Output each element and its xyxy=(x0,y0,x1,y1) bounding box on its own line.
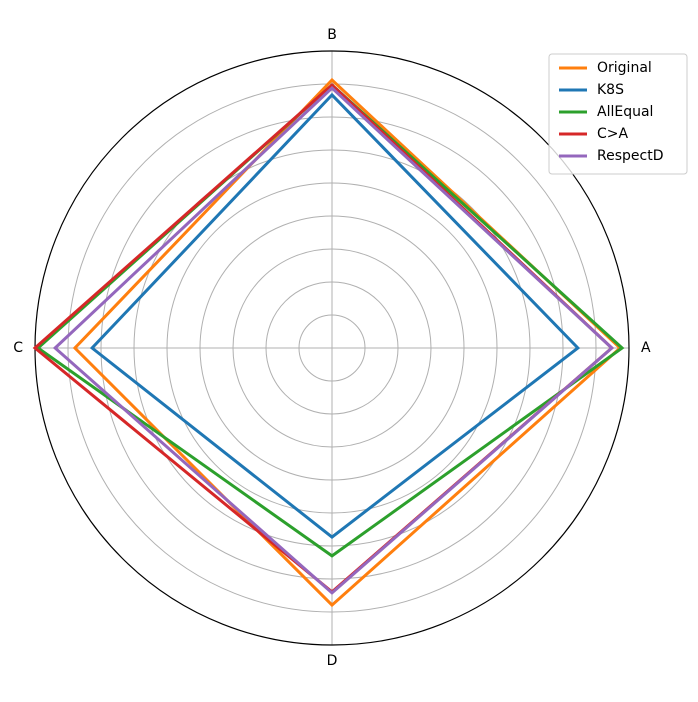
series-line xyxy=(35,82,625,558)
legend-label: Original xyxy=(597,60,652,76)
legend: Original K8S AllEqual C>A RespectD xyxy=(548,53,688,175)
axis-label: A xyxy=(641,340,651,356)
axis-label: D xyxy=(327,653,338,669)
series-line xyxy=(72,77,623,608)
axis-label: B xyxy=(327,27,337,43)
series-line xyxy=(52,85,615,595)
legend-label: K8S xyxy=(597,82,624,98)
legend-label: RespectD xyxy=(597,148,663,164)
series-line xyxy=(89,92,581,540)
legend-label: AllEqual xyxy=(597,104,653,120)
series-line xyxy=(32,82,615,594)
legend-label: C>A xyxy=(597,126,629,142)
legend-box xyxy=(548,53,688,175)
axis-label: C xyxy=(13,340,23,356)
